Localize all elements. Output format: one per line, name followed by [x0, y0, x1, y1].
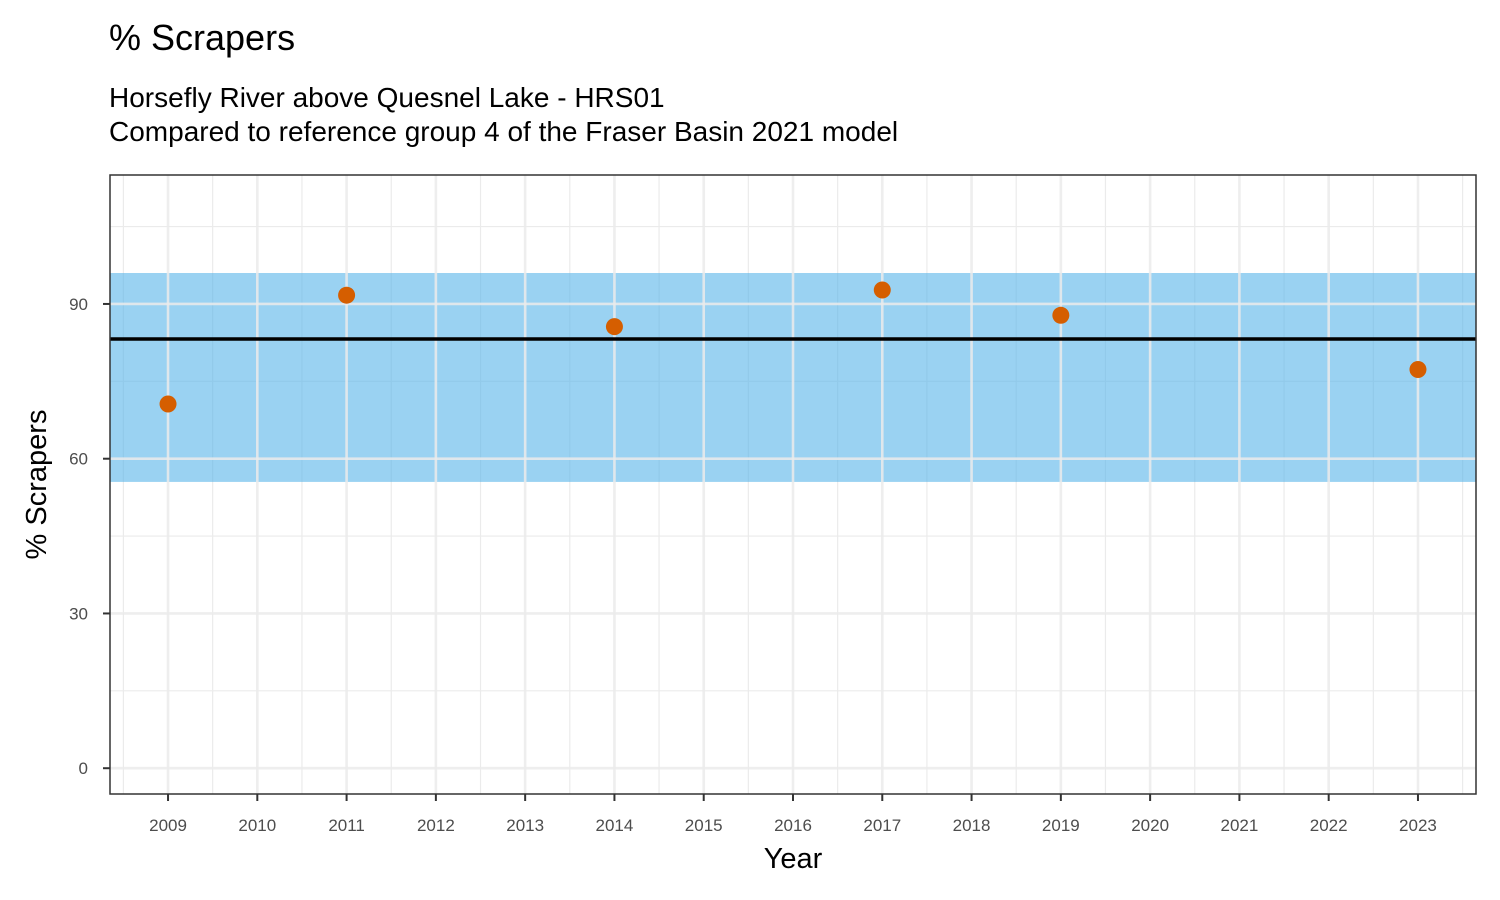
y-axis-label: % Scrapers [21, 410, 53, 560]
x-tick-label: 2013 [506, 816, 544, 835]
x-tick-label: 2016 [774, 816, 812, 835]
x-tick-label: 2010 [238, 816, 276, 835]
x-tick-label: 2017 [863, 816, 901, 835]
data-point [1052, 306, 1070, 324]
x-tick-label: 2019 [1042, 816, 1080, 835]
x-tick-label: 2011 [328, 816, 365, 835]
x-tick-label: 2009 [149, 816, 187, 835]
chart-subtitle-line-2: Compared to reference group 4 of the Fra… [109, 116, 899, 147]
data-point [159, 395, 177, 413]
x-tick-label: 2012 [417, 816, 455, 835]
chart-subtitle-line-1: Horsefly River above Quesnel Lake - HRS0… [109, 82, 665, 113]
x-axis-label: Year [764, 843, 823, 875]
data-point [338, 286, 356, 304]
data-point [1409, 360, 1427, 378]
x-tick-label: 2021 [1220, 816, 1258, 835]
axis-ticks [103, 302, 1419, 801]
y-tick-label: 0 [79, 759, 88, 778]
grid-major [110, 175, 1476, 794]
x-tick-label: 2020 [1131, 816, 1169, 835]
y-tick-label: 30 [69, 604, 88, 623]
x-tick-label: 2015 [685, 816, 723, 835]
data-point [605, 318, 623, 336]
y-tick-label: 90 [69, 295, 88, 314]
x-tick-labels: 2009 2010 2011 2012 2013 2014 2015 2016 2017 2018… [149, 816, 1437, 835]
x-tick-label: 2018 [953, 816, 991, 835]
y-tick-label: 60 [69, 450, 88, 469]
x-tick-label: 2022 [1310, 816, 1348, 835]
x-tick-label: 2014 [596, 816, 634, 835]
points-layer [159, 281, 1427, 413]
chart-title: % Scrapers [109, 17, 296, 58]
x-tick-label: 2023 [1399, 816, 1437, 835]
data-point [873, 281, 891, 299]
y-tick-labels: 0 30 60 90 [69, 295, 88, 778]
